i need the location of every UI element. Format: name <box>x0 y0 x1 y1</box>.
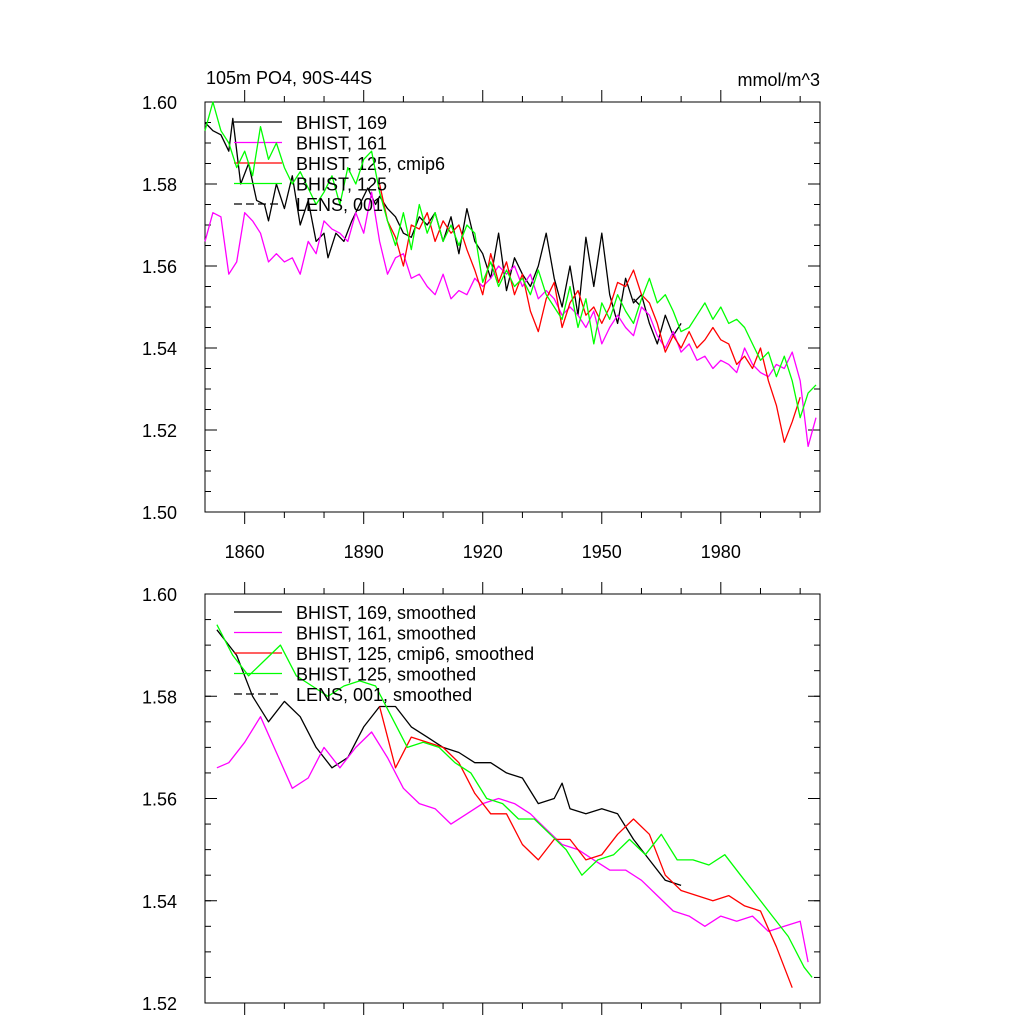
series-line <box>633 298 642 308</box>
chart-units: mmol/m^3 <box>738 70 820 90</box>
series-line <box>204 117 682 345</box>
y-tick-label: 1.54 <box>142 892 177 912</box>
bottom-panel: 1.52 1.54 1.56 1.58 1.60 BHIST, 169, smoothed… <box>142 582 821 1015</box>
y-tick-label: 1.60 <box>142 93 177 113</box>
x-tick-label: 1920 <box>463 542 503 562</box>
y-tick-label: 1.58 <box>142 175 177 195</box>
legend-label: BHIST, 125 <box>296 175 387 195</box>
legend-label: LENS, 001 <box>296 195 383 215</box>
top-panel: 1.50 1.52 1.54 1.56 1.58 1.60 1860 1890 1920 1950… <box>142 90 821 562</box>
series-line <box>216 624 813 978</box>
x-tick-label: 1950 <box>582 542 622 562</box>
legend-label: BHIST, 161, smoothed <box>296 624 476 644</box>
legend-label: BHIST, 125, smoothed <box>296 665 476 685</box>
y-tick-label: 1.54 <box>142 339 177 359</box>
series-line <box>204 101 817 419</box>
series-line <box>378 706 793 988</box>
series-line <box>378 183 801 443</box>
y-tick-label: 1.50 <box>142 503 177 523</box>
y-tick-label: 1.52 <box>142 421 177 441</box>
x-tick-label: 1860 <box>225 542 265 562</box>
legend-label: BHIST, 125, cmip6, smoothed <box>296 644 534 664</box>
y-tick-label: 1.56 <box>142 257 177 277</box>
chart-title: 105m PO4, 90S-44S <box>206 68 372 88</box>
series-line <box>216 716 809 963</box>
legend-label: LENS, 001, smoothed <box>296 685 472 705</box>
legend-label: BHIST, 169 <box>296 113 387 133</box>
x-tick-label: 1980 <box>701 542 741 562</box>
x-tick-label: 1890 <box>344 542 384 562</box>
legend-label: BHIST, 161 <box>296 134 387 154</box>
series-line <box>216 629 682 887</box>
y-tick-label: 1.60 <box>142 585 177 605</box>
legend-label: BHIST, 169, smoothed <box>296 603 476 623</box>
series-line <box>204 191 817 448</box>
y-tick-label: 1.52 <box>142 994 177 1014</box>
y-tick-label: 1.56 <box>142 790 177 810</box>
y-tick-label: 1.58 <box>142 687 177 707</box>
legend-label: BHIST, 125, cmip6 <box>296 154 445 174</box>
